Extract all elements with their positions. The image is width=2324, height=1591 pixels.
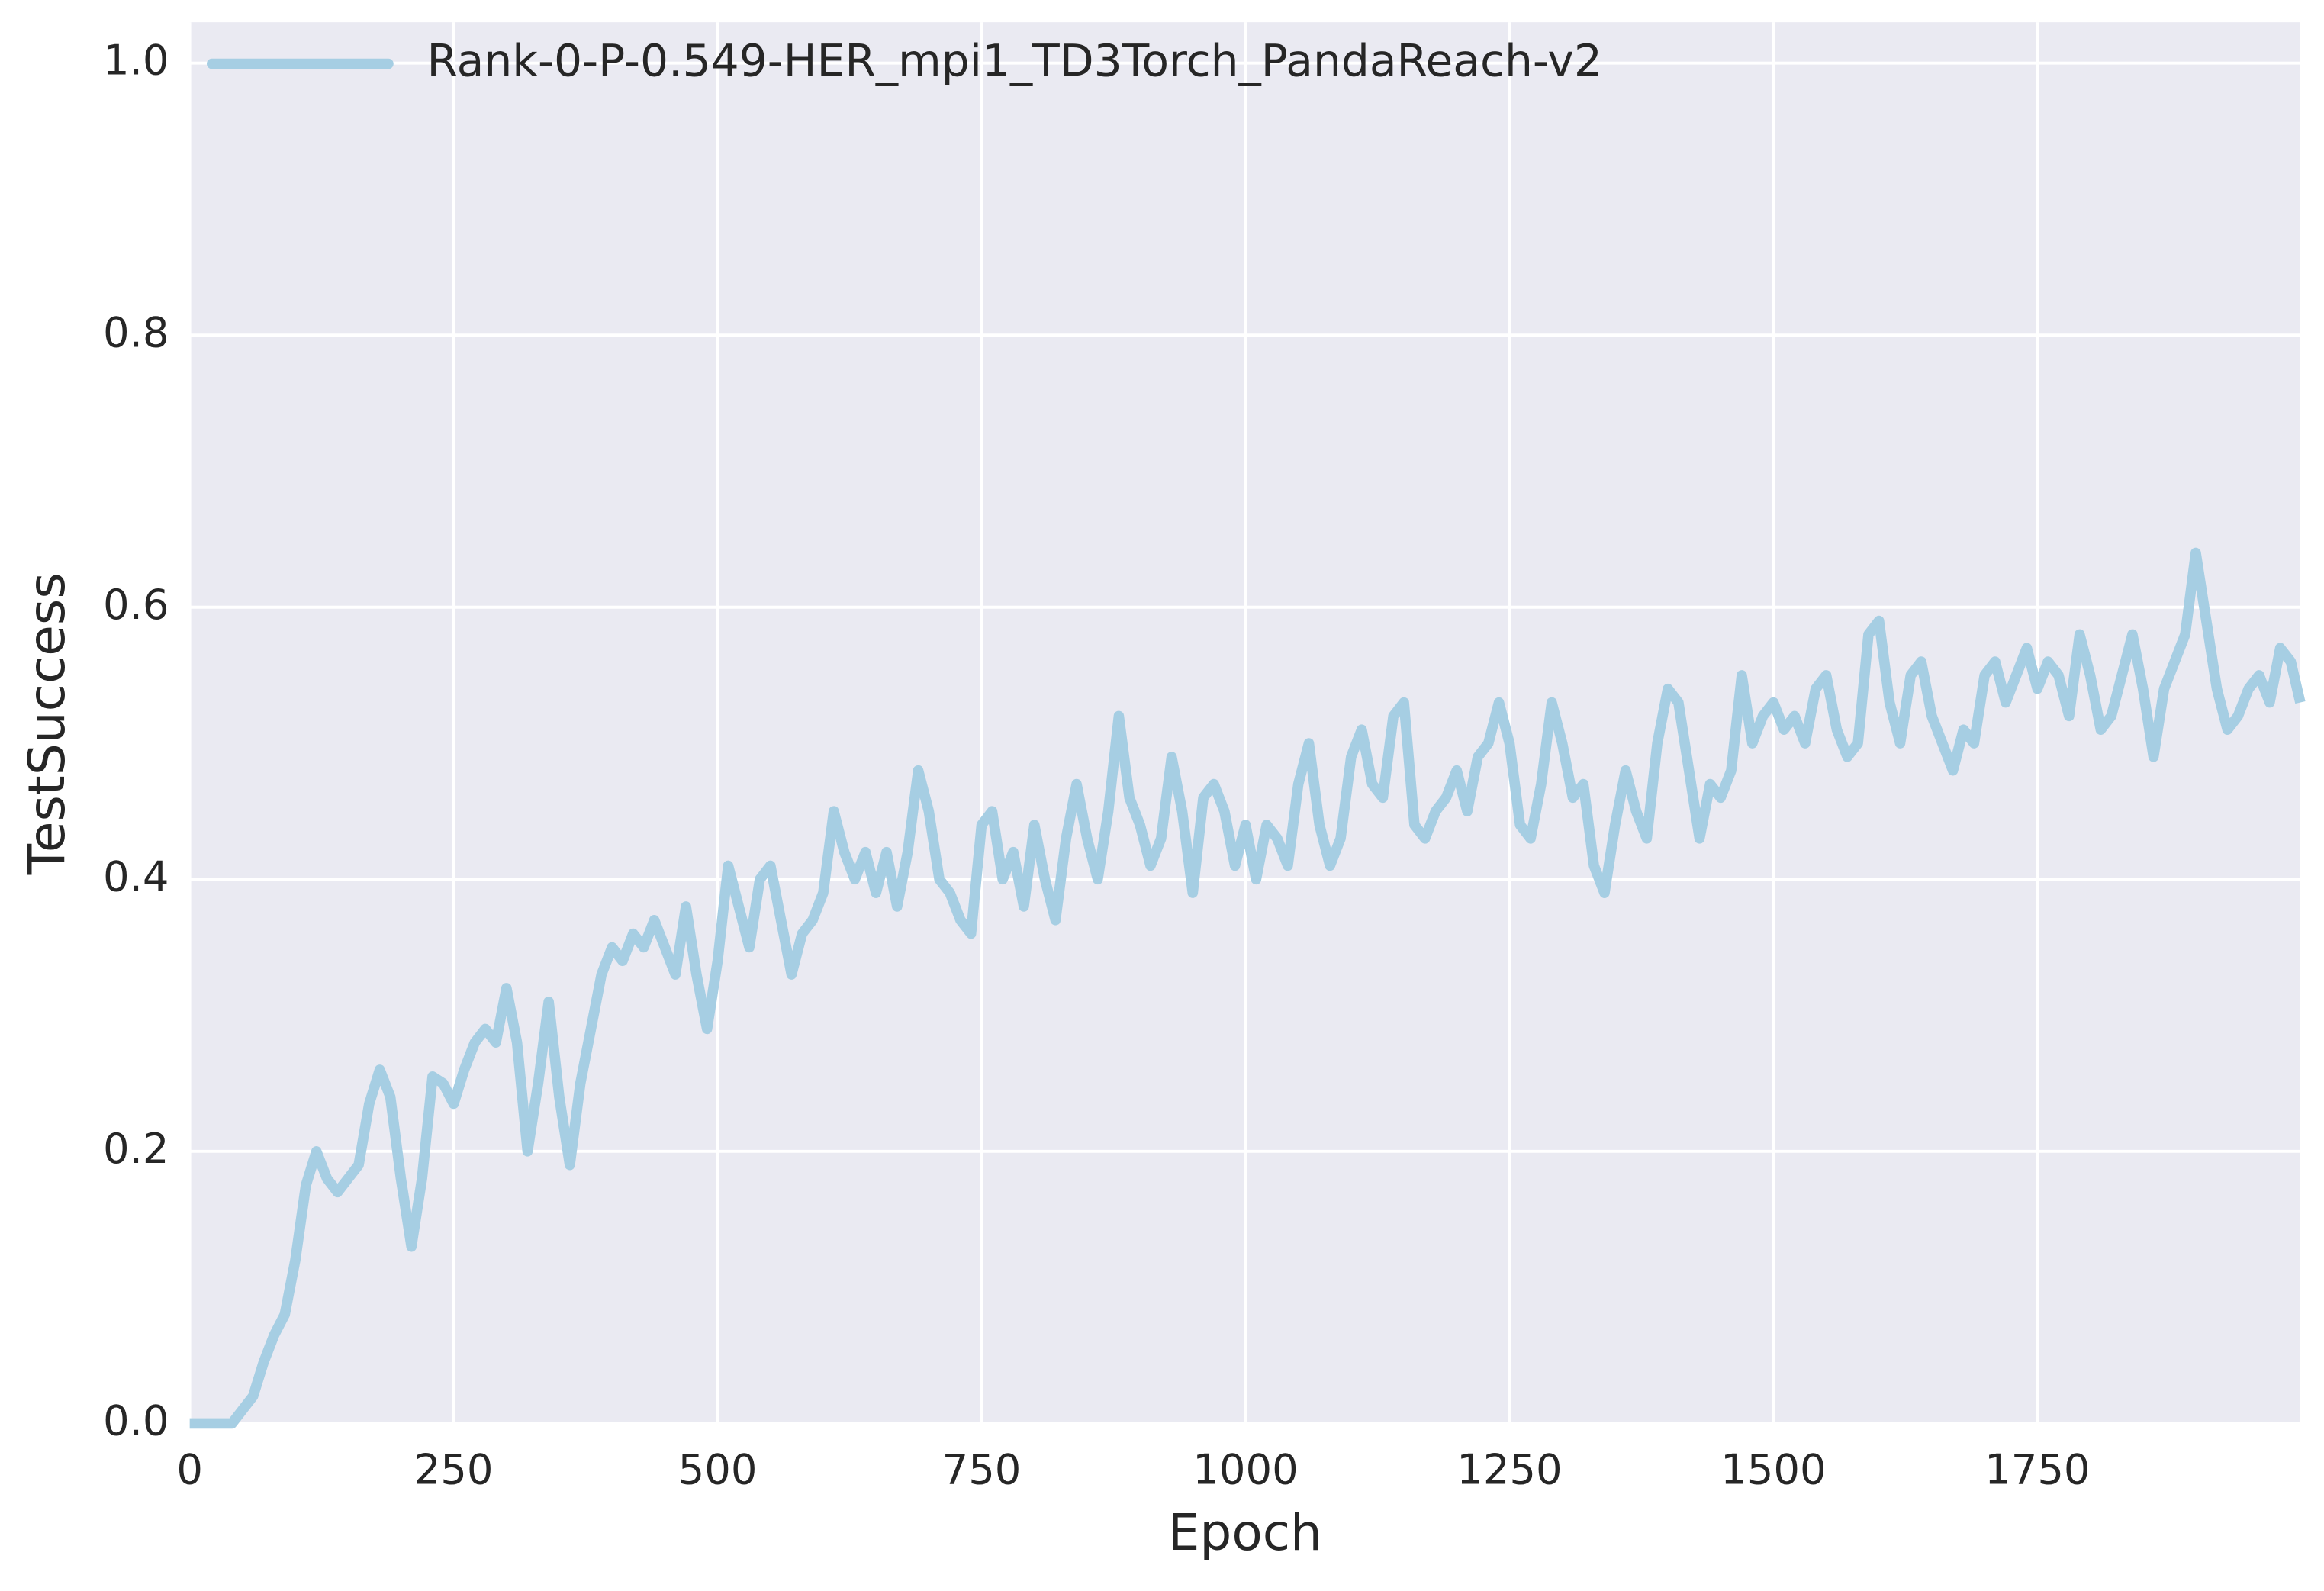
- x-axis-label: Epoch: [1168, 1503, 1322, 1562]
- x-tick-label: 1500: [1720, 1446, 1826, 1494]
- x-tick-label: 0: [176, 1446, 203, 1494]
- x-tick-label: 1750: [1984, 1446, 2090, 1494]
- y-tick-label: 0.4: [103, 852, 169, 900]
- x-tick-label: 750: [942, 1446, 1022, 1494]
- y-tick-label: 1.0: [103, 37, 169, 85]
- data-line: [189, 547, 2306, 1429]
- x-tick-label: 1250: [1457, 1446, 1562, 1494]
- legend-label: Rank-0-P-0.549-HER_mpi1_TD3Torch_PandaRe…: [426, 35, 1601, 87]
- x-tick-label: 250: [414, 1446, 494, 1494]
- y-tick-label: 0.0: [103, 1397, 169, 1445]
- x-tick-label: 1000: [1193, 1446, 1298, 1494]
- y-tick-label: 0.2: [103, 1125, 169, 1173]
- y-axis-label: TestSuccess: [18, 572, 76, 875]
- x-tick-label: 500: [678, 1446, 758, 1494]
- y-tick-label: 0.6: [103, 581, 169, 629]
- y-tick-label: 0.8: [103, 308, 169, 356]
